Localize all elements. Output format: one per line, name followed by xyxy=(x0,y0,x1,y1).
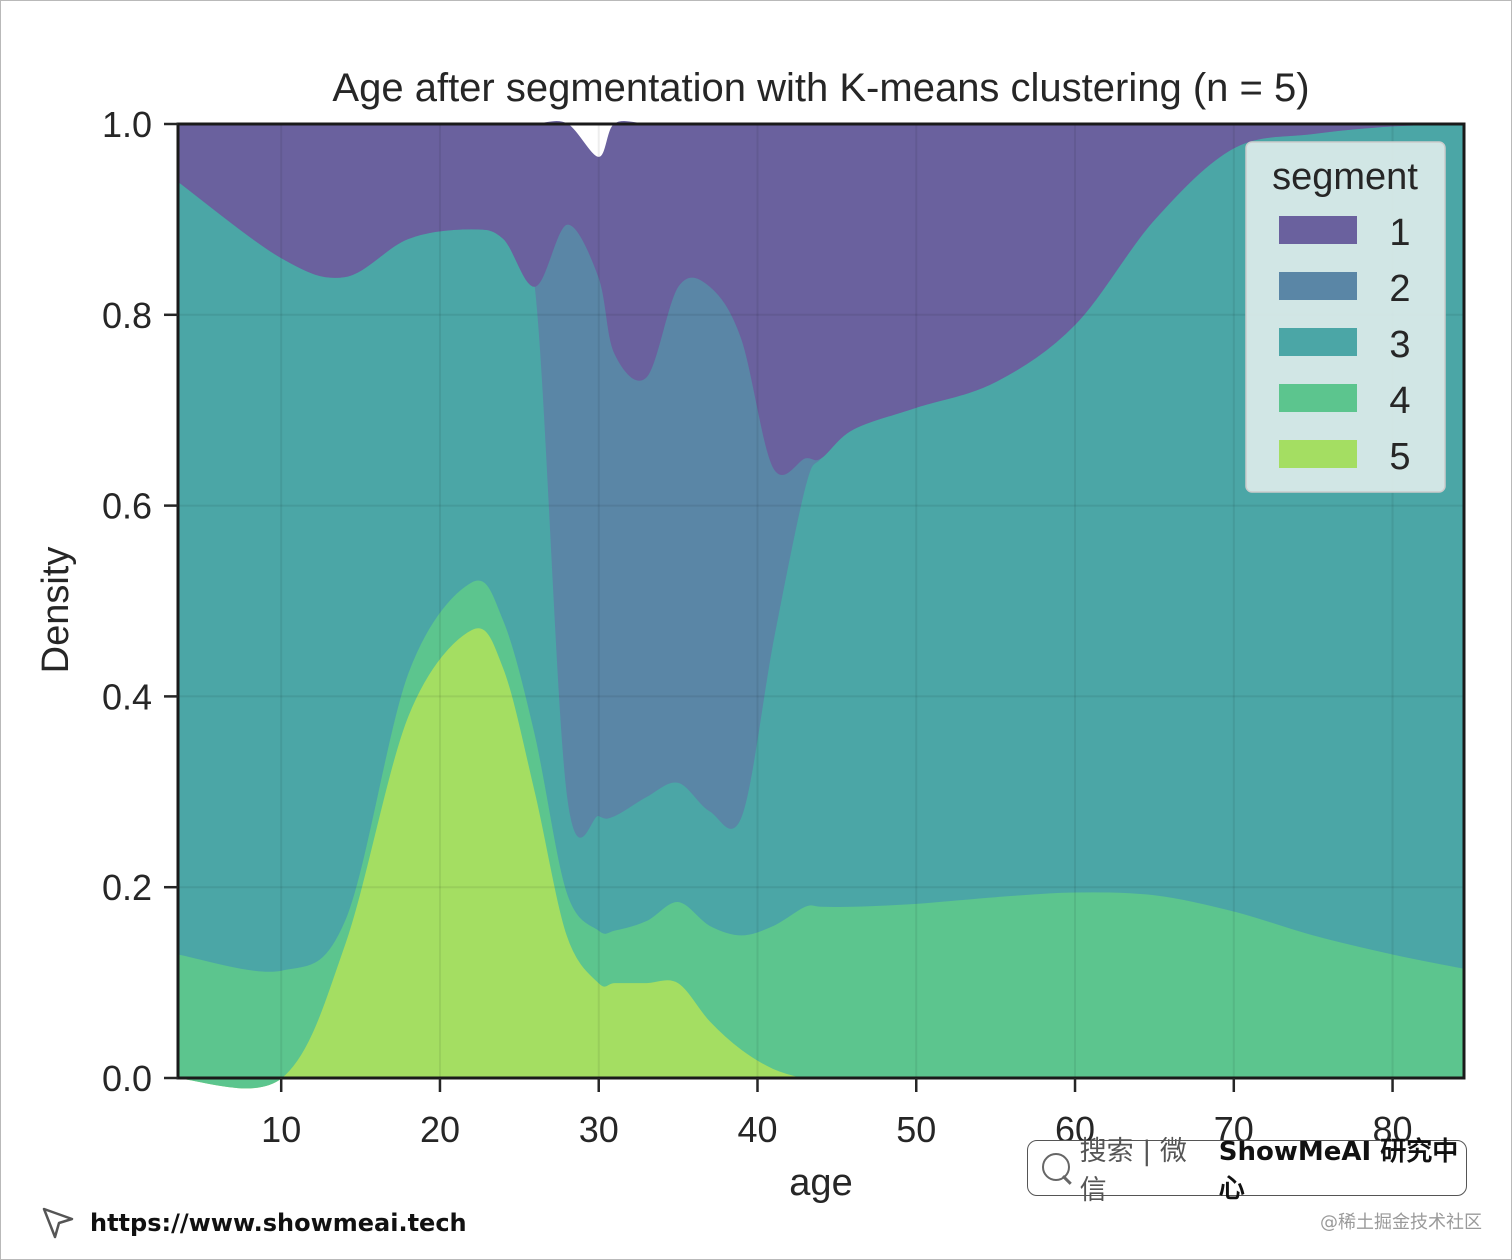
plot-frame xyxy=(176,122,1466,1080)
watermark-brand: ShowMeAI 研究中心 xyxy=(1218,1137,1459,1204)
y-tick-label: 0.2 xyxy=(102,867,152,908)
legend-label-2: 2 xyxy=(1389,268,1410,310)
watermark-search-box: 搜索 | 微信 ShowMeAI 研究中心 xyxy=(1027,1136,1467,1206)
watermark-juejin: @稀土掘金技术社区 xyxy=(1320,1212,1482,1233)
watermark-url-line: https://www.showmeai.tech xyxy=(40,1203,467,1243)
area-segment-1 xyxy=(177,121,1465,476)
x-axis-label: age xyxy=(789,1162,852,1204)
legend-entries: 1 2 3 4 5 xyxy=(1279,212,1411,478)
legend-swatch-3 xyxy=(1279,328,1357,356)
legend-swatch-5 xyxy=(1279,440,1357,468)
legend-swatch-2 xyxy=(1279,272,1357,300)
legend: segment 1 2 3 4 5 xyxy=(1245,141,1446,493)
y-axis: 0.0 0.2 0.4 0.6 0.8 1.0 xyxy=(102,104,178,1099)
cursor-icon xyxy=(42,1207,74,1239)
y-tick-label: 0.6 xyxy=(102,486,152,527)
chart-title: Age after segmentation with K-means clus… xyxy=(332,66,1309,110)
x-tick-label: 20 xyxy=(420,1109,460,1150)
watermark-search-label: 搜索 | 微信 xyxy=(1079,1136,1187,1206)
legend-title: segment xyxy=(1272,156,1418,198)
y-tick-label: 0.8 xyxy=(102,295,152,336)
x-tick-label: 10 xyxy=(261,1109,301,1150)
watermark-url: https://www.showmeai.tech xyxy=(90,1209,467,1237)
legend-label-4: 4 xyxy=(1389,380,1410,422)
x-tick-label: 50 xyxy=(896,1109,936,1150)
legend-swatch-1 xyxy=(1279,216,1357,244)
legend-label-3: 3 xyxy=(1389,324,1410,366)
legend-label-5: 5 xyxy=(1389,436,1410,478)
y-tick-label: 0.4 xyxy=(102,676,152,717)
y-axis-label: Density xyxy=(35,547,77,674)
legend-swatch-4 xyxy=(1279,384,1357,412)
legend-label-1: 1 xyxy=(1389,212,1410,254)
y-tick-label: 0.0 xyxy=(102,1058,152,1099)
x-tick-label: 30 xyxy=(579,1109,619,1150)
x-tick-label: 40 xyxy=(737,1109,777,1150)
y-tick-label: 1.0 xyxy=(102,104,152,145)
search-icon xyxy=(1040,1151,1072,1185)
area-layers xyxy=(177,121,1465,1089)
